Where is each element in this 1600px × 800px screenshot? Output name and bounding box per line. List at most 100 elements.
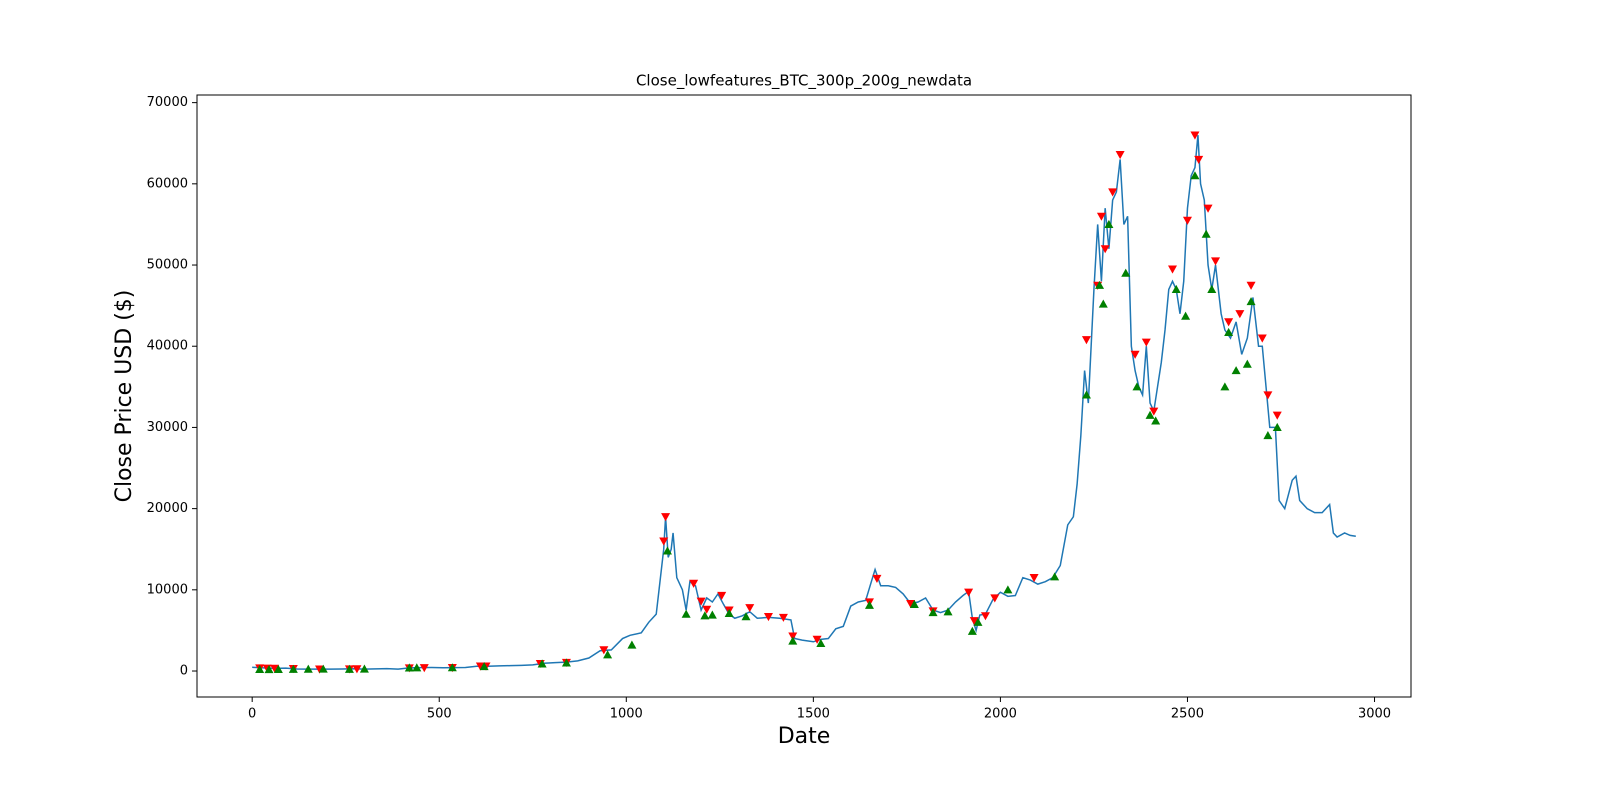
buy-marker [741,612,751,621]
chart-title: Close_lowfeatures_BTC_300p_200g_newdata [636,72,972,91]
buy-marker [1242,359,1252,368]
buy-marker [943,607,953,616]
y-tick-label: 20000 [147,501,188,516]
buy-marker [1220,382,1230,391]
sell-marker [763,613,773,622]
sell-marker [696,597,706,606]
sell-marker [1211,257,1221,266]
sell-marker [1263,391,1273,400]
y-tick-label: 0 [180,664,188,679]
buy-marker [537,659,547,668]
buy-marker [264,665,274,674]
sell-marker [599,646,609,655]
buy-marker [681,609,691,618]
sell-marker [1272,411,1282,420]
sell-marker [969,617,979,626]
sell-marker [990,594,1000,603]
sell-marker [419,664,429,673]
buy-marker [1003,585,1013,594]
plot-frame [196,94,1412,698]
x-tick-label: 500 [427,707,452,722]
x-tick-label: 2500 [1171,707,1204,722]
buy-marker [1132,382,1142,391]
buy-marker [700,611,710,620]
sell-marker [778,613,788,622]
sell-marker [1182,216,1192,225]
buy-marker [1151,416,1161,425]
buy-marker [1081,390,1091,399]
sell-marker [1203,204,1213,213]
sell-marker [1115,150,1125,160]
buy-marker [1095,280,1105,289]
y-tick-label: 10000 [147,582,188,597]
buy-marker [404,663,414,672]
sell-marker [717,591,727,601]
buy-marker [303,664,313,673]
buy-marker [1231,366,1241,375]
sell-marker [1257,334,1267,343]
buy-marker [344,664,354,673]
sell-marker [1168,265,1178,274]
sell-marker [659,537,669,546]
x-tick-label: 1500 [797,707,830,722]
sell-marker [745,604,755,613]
buy-marker [479,661,489,671]
buy-marker [1181,311,1191,320]
buy-marker [1050,572,1060,581]
sell-marker [1081,336,1091,345]
buy-marker [1171,284,1181,293]
x-tick-label: 2000 [984,707,1017,722]
buy-marker [1190,171,1200,180]
sell-marker [1194,155,1204,164]
sell-marker [1100,245,1110,254]
buy-marker [1272,422,1282,432]
sell-marker [906,600,916,609]
sell-marker [1096,212,1106,221]
buy-marker [973,617,983,626]
buy-marker [318,664,328,673]
sell-marker [1246,281,1256,290]
sell-marker [1149,407,1159,416]
buy-marker [1121,268,1131,277]
buy-marker [1207,284,1217,293]
buy-marker [864,600,874,609]
buy-marker [255,664,265,673]
buy-marker [816,638,826,648]
buy-marker [967,626,977,635]
buy-marker [1145,410,1155,419]
buy-marker [1246,297,1256,306]
sell-marker [352,665,362,674]
sell-marker [1141,338,1151,347]
buy-marker [447,663,457,672]
buy-marker [788,636,798,645]
buy-marker [1201,229,1211,238]
sell-marker [689,579,699,588]
buy-marker [603,650,613,659]
sell-marker [1224,318,1234,327]
plot-area [252,131,1356,674]
buy-marker [1263,431,1273,440]
sell-marker [1029,574,1039,583]
sell-marker [812,635,822,644]
buy-marker [412,663,422,672]
sell-marker [964,588,974,597]
y-tick-label: 70000 [147,95,188,110]
sell-marker [980,612,990,621]
y-axis-label: Close Price USD ($) [112,290,137,503]
buy-marker [1104,219,1114,229]
sell-marker [661,513,671,522]
sell-marker [702,605,712,614]
buy-marker [627,640,637,649]
sell-marker [1108,188,1118,197]
sell-marker [872,574,882,583]
buy-marker [359,664,369,673]
buy-marker [273,664,283,673]
y-tick-label: 30000 [147,420,188,435]
sell-marker [1130,350,1140,359]
buy-marker [662,546,672,555]
sell-marker [270,664,280,673]
buy-marker [724,608,734,617]
buy-marker [1098,299,1108,308]
buy-marker [707,610,717,619]
